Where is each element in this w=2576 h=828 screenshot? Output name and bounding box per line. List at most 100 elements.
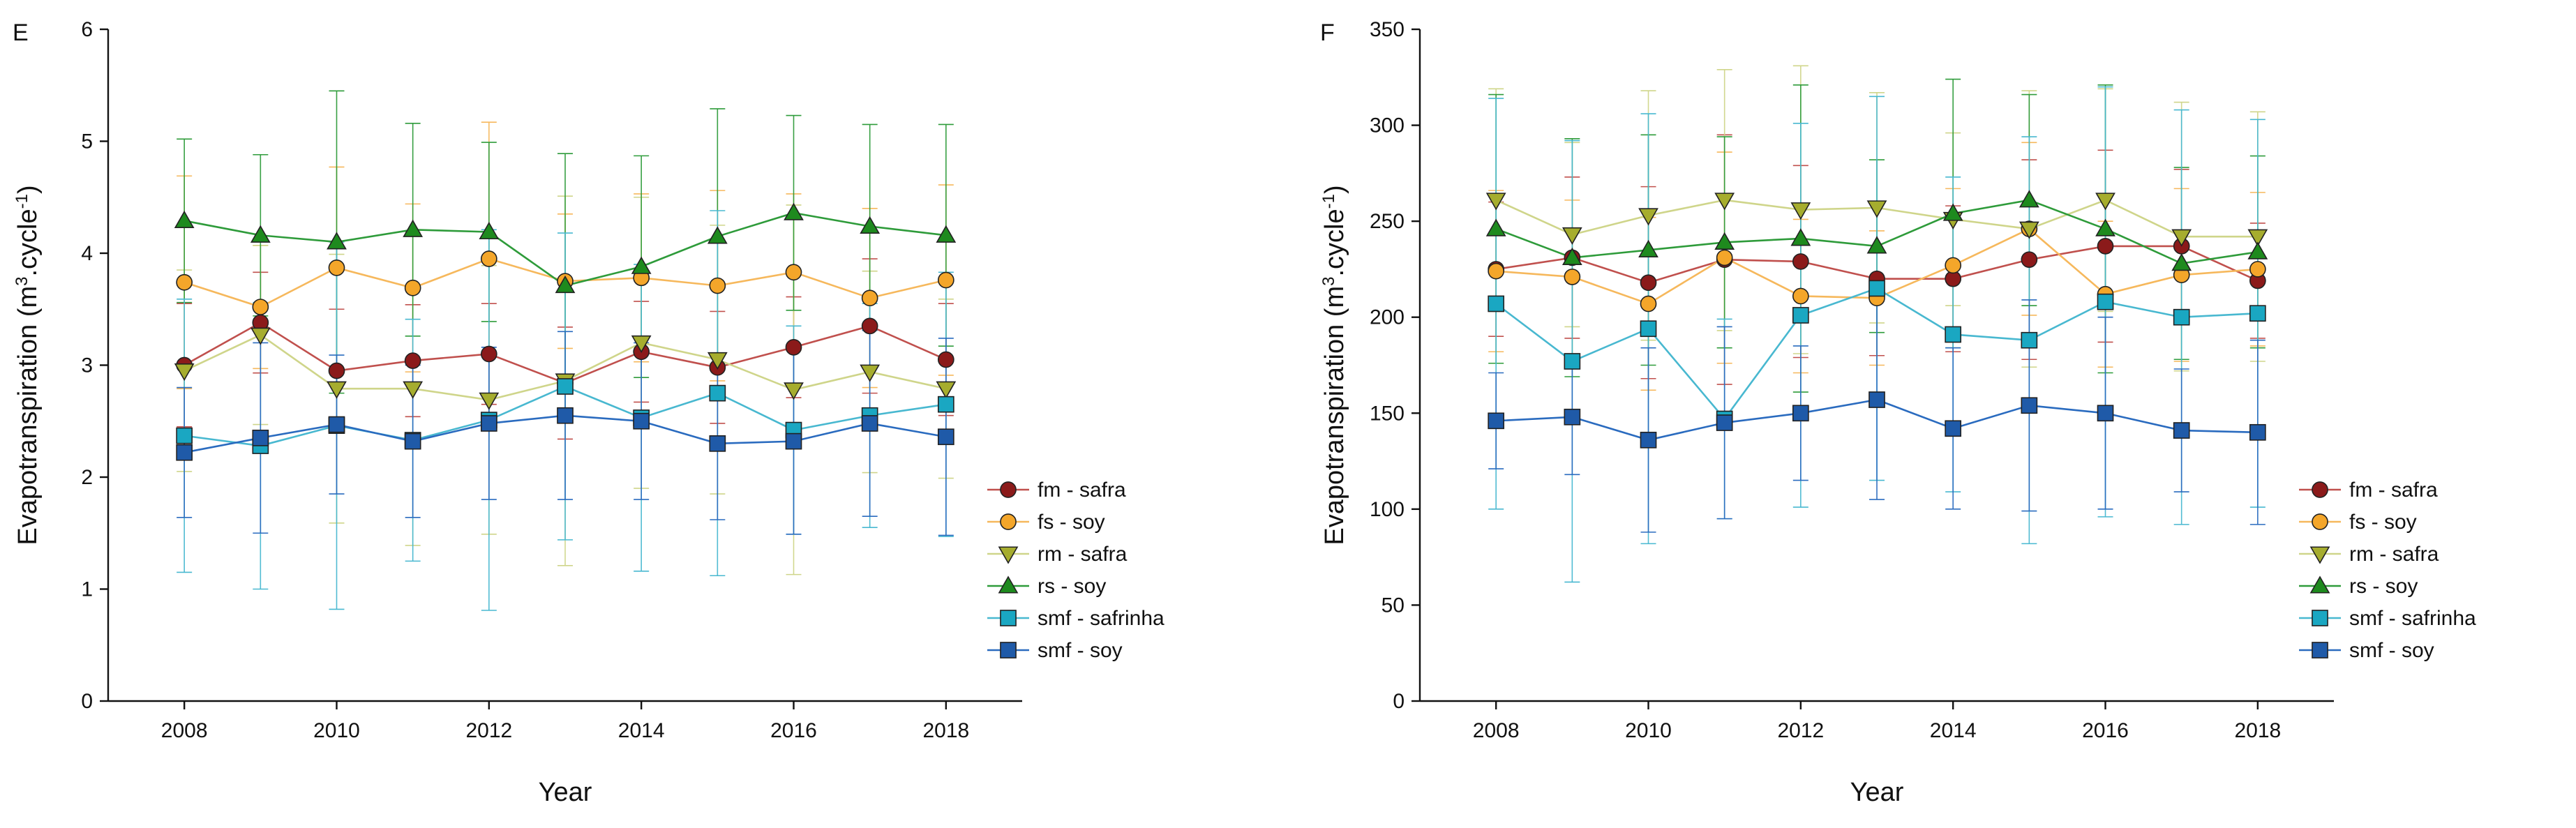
data-point xyxy=(2171,229,2192,247)
data-point xyxy=(480,250,497,267)
legend-label: smf - safrinha xyxy=(2349,607,2476,630)
data-point xyxy=(404,279,421,296)
legend-marker xyxy=(2309,575,2330,594)
y-tick-label: 50 xyxy=(1381,594,1405,617)
data-point xyxy=(328,362,345,379)
data-point xyxy=(936,381,957,399)
data-point xyxy=(784,202,804,220)
data-point xyxy=(860,364,881,382)
data-point xyxy=(2097,238,2114,255)
x-tick-labels: 2008 2010 2012 2014 2016 2018 xyxy=(161,701,969,742)
data-point xyxy=(1640,295,1657,313)
legend-label: rm - safra xyxy=(1038,543,1128,566)
data-point xyxy=(633,412,650,430)
y-tick-label: 0 xyxy=(1393,690,1405,713)
data-point xyxy=(252,299,269,315)
data-point xyxy=(250,327,271,345)
data-point xyxy=(1869,280,1885,297)
legend-label: fs - soy xyxy=(2349,511,2417,534)
data-point xyxy=(785,432,802,450)
data-point xyxy=(1866,236,1887,254)
data-point xyxy=(1942,203,1963,221)
data-point xyxy=(1638,239,1658,257)
data-point xyxy=(860,216,881,234)
data-point xyxy=(631,256,652,274)
legend-label: smf - safrinha xyxy=(1038,607,1165,630)
y-tick-label: 0 xyxy=(81,690,93,713)
data-point xyxy=(2021,331,2038,349)
data-point xyxy=(1792,307,1809,324)
data-point xyxy=(557,407,574,424)
data-point xyxy=(861,415,878,432)
data-point xyxy=(1716,249,1733,266)
x-tick-label: 2010 xyxy=(1625,719,1672,742)
data-point xyxy=(1564,408,1581,426)
legend-item: fs - soy xyxy=(2299,511,2417,534)
data-point xyxy=(176,444,193,461)
data-point xyxy=(2021,251,2038,269)
data-point xyxy=(2249,423,2266,441)
data-point xyxy=(327,232,347,250)
data-point xyxy=(936,225,957,243)
data-point xyxy=(937,428,954,446)
data-point xyxy=(785,338,802,356)
x-tick-label: 2008 xyxy=(1473,719,1520,742)
data-point xyxy=(2247,241,2268,259)
panel-e: E 0 1 2 3 4 5 6 2008 2010 2012 2014 2016 2018 Evapo… xyxy=(13,18,1165,807)
data-point xyxy=(785,264,802,281)
legend-item: rm - safra xyxy=(987,543,1128,566)
y-axis-title: Evapotranspiration (m3.cycle-1) xyxy=(13,185,43,545)
legend-item: rs - soy xyxy=(987,575,1106,598)
legend-label: fm - safra xyxy=(1038,479,1126,502)
x-tick-label: 2012 xyxy=(1777,719,1824,742)
legend-label: rs - soy xyxy=(2349,575,2418,598)
data-point xyxy=(2173,308,2190,326)
data-point xyxy=(1869,391,1885,408)
data-point xyxy=(2171,253,2192,271)
data-point xyxy=(1562,227,1582,246)
data-point xyxy=(328,416,345,433)
panel-letter: E xyxy=(13,20,29,46)
legend-item: smf - safrinha xyxy=(2299,607,2476,630)
data-point xyxy=(1488,262,1505,280)
data-point xyxy=(2249,305,2266,322)
data-point xyxy=(479,221,500,240)
data-point xyxy=(937,271,954,289)
x-axis-title: Year xyxy=(539,778,592,807)
data-point xyxy=(1790,228,1811,246)
legend-label: smf - soy xyxy=(1038,639,1123,662)
data-point xyxy=(1866,200,1887,218)
data-point xyxy=(709,435,726,452)
legend-marker xyxy=(2309,546,2330,564)
data-point xyxy=(1640,431,1657,449)
legend-item: fm - safra xyxy=(2299,479,2438,502)
data-point xyxy=(709,384,726,402)
y-tick-label: 350 xyxy=(1370,18,1405,41)
error-bars xyxy=(1488,65,2266,583)
x-tick-label: 2018 xyxy=(922,719,969,742)
legend-label: rs - soy xyxy=(1038,575,1106,598)
data-point xyxy=(174,363,195,382)
legend-marker xyxy=(998,546,1019,564)
data-point xyxy=(1792,287,1809,305)
series-markers xyxy=(1485,190,2268,449)
legend-item: smf - safrinha xyxy=(987,607,1165,630)
data-point xyxy=(1714,232,1735,250)
y-tick-label: 200 xyxy=(1370,306,1405,329)
data-point xyxy=(1640,320,1657,338)
legend-label: fm - safra xyxy=(2349,479,2438,502)
y-tick-label: 150 xyxy=(1370,402,1405,425)
data-point xyxy=(557,378,574,395)
data-point xyxy=(1485,218,1506,236)
series-layer xyxy=(1485,65,2268,583)
data-point xyxy=(1792,405,1809,422)
y-tick-label: 4 xyxy=(81,242,93,265)
axes-frame xyxy=(1418,29,2334,702)
data-point xyxy=(480,415,497,432)
data-point xyxy=(174,210,195,229)
data-point xyxy=(2097,293,2114,310)
x-tick-label: 2014 xyxy=(1930,719,1977,742)
data-point xyxy=(2021,397,2038,414)
x-axis-title: Year xyxy=(1850,778,1904,807)
data-point xyxy=(2095,218,2116,236)
